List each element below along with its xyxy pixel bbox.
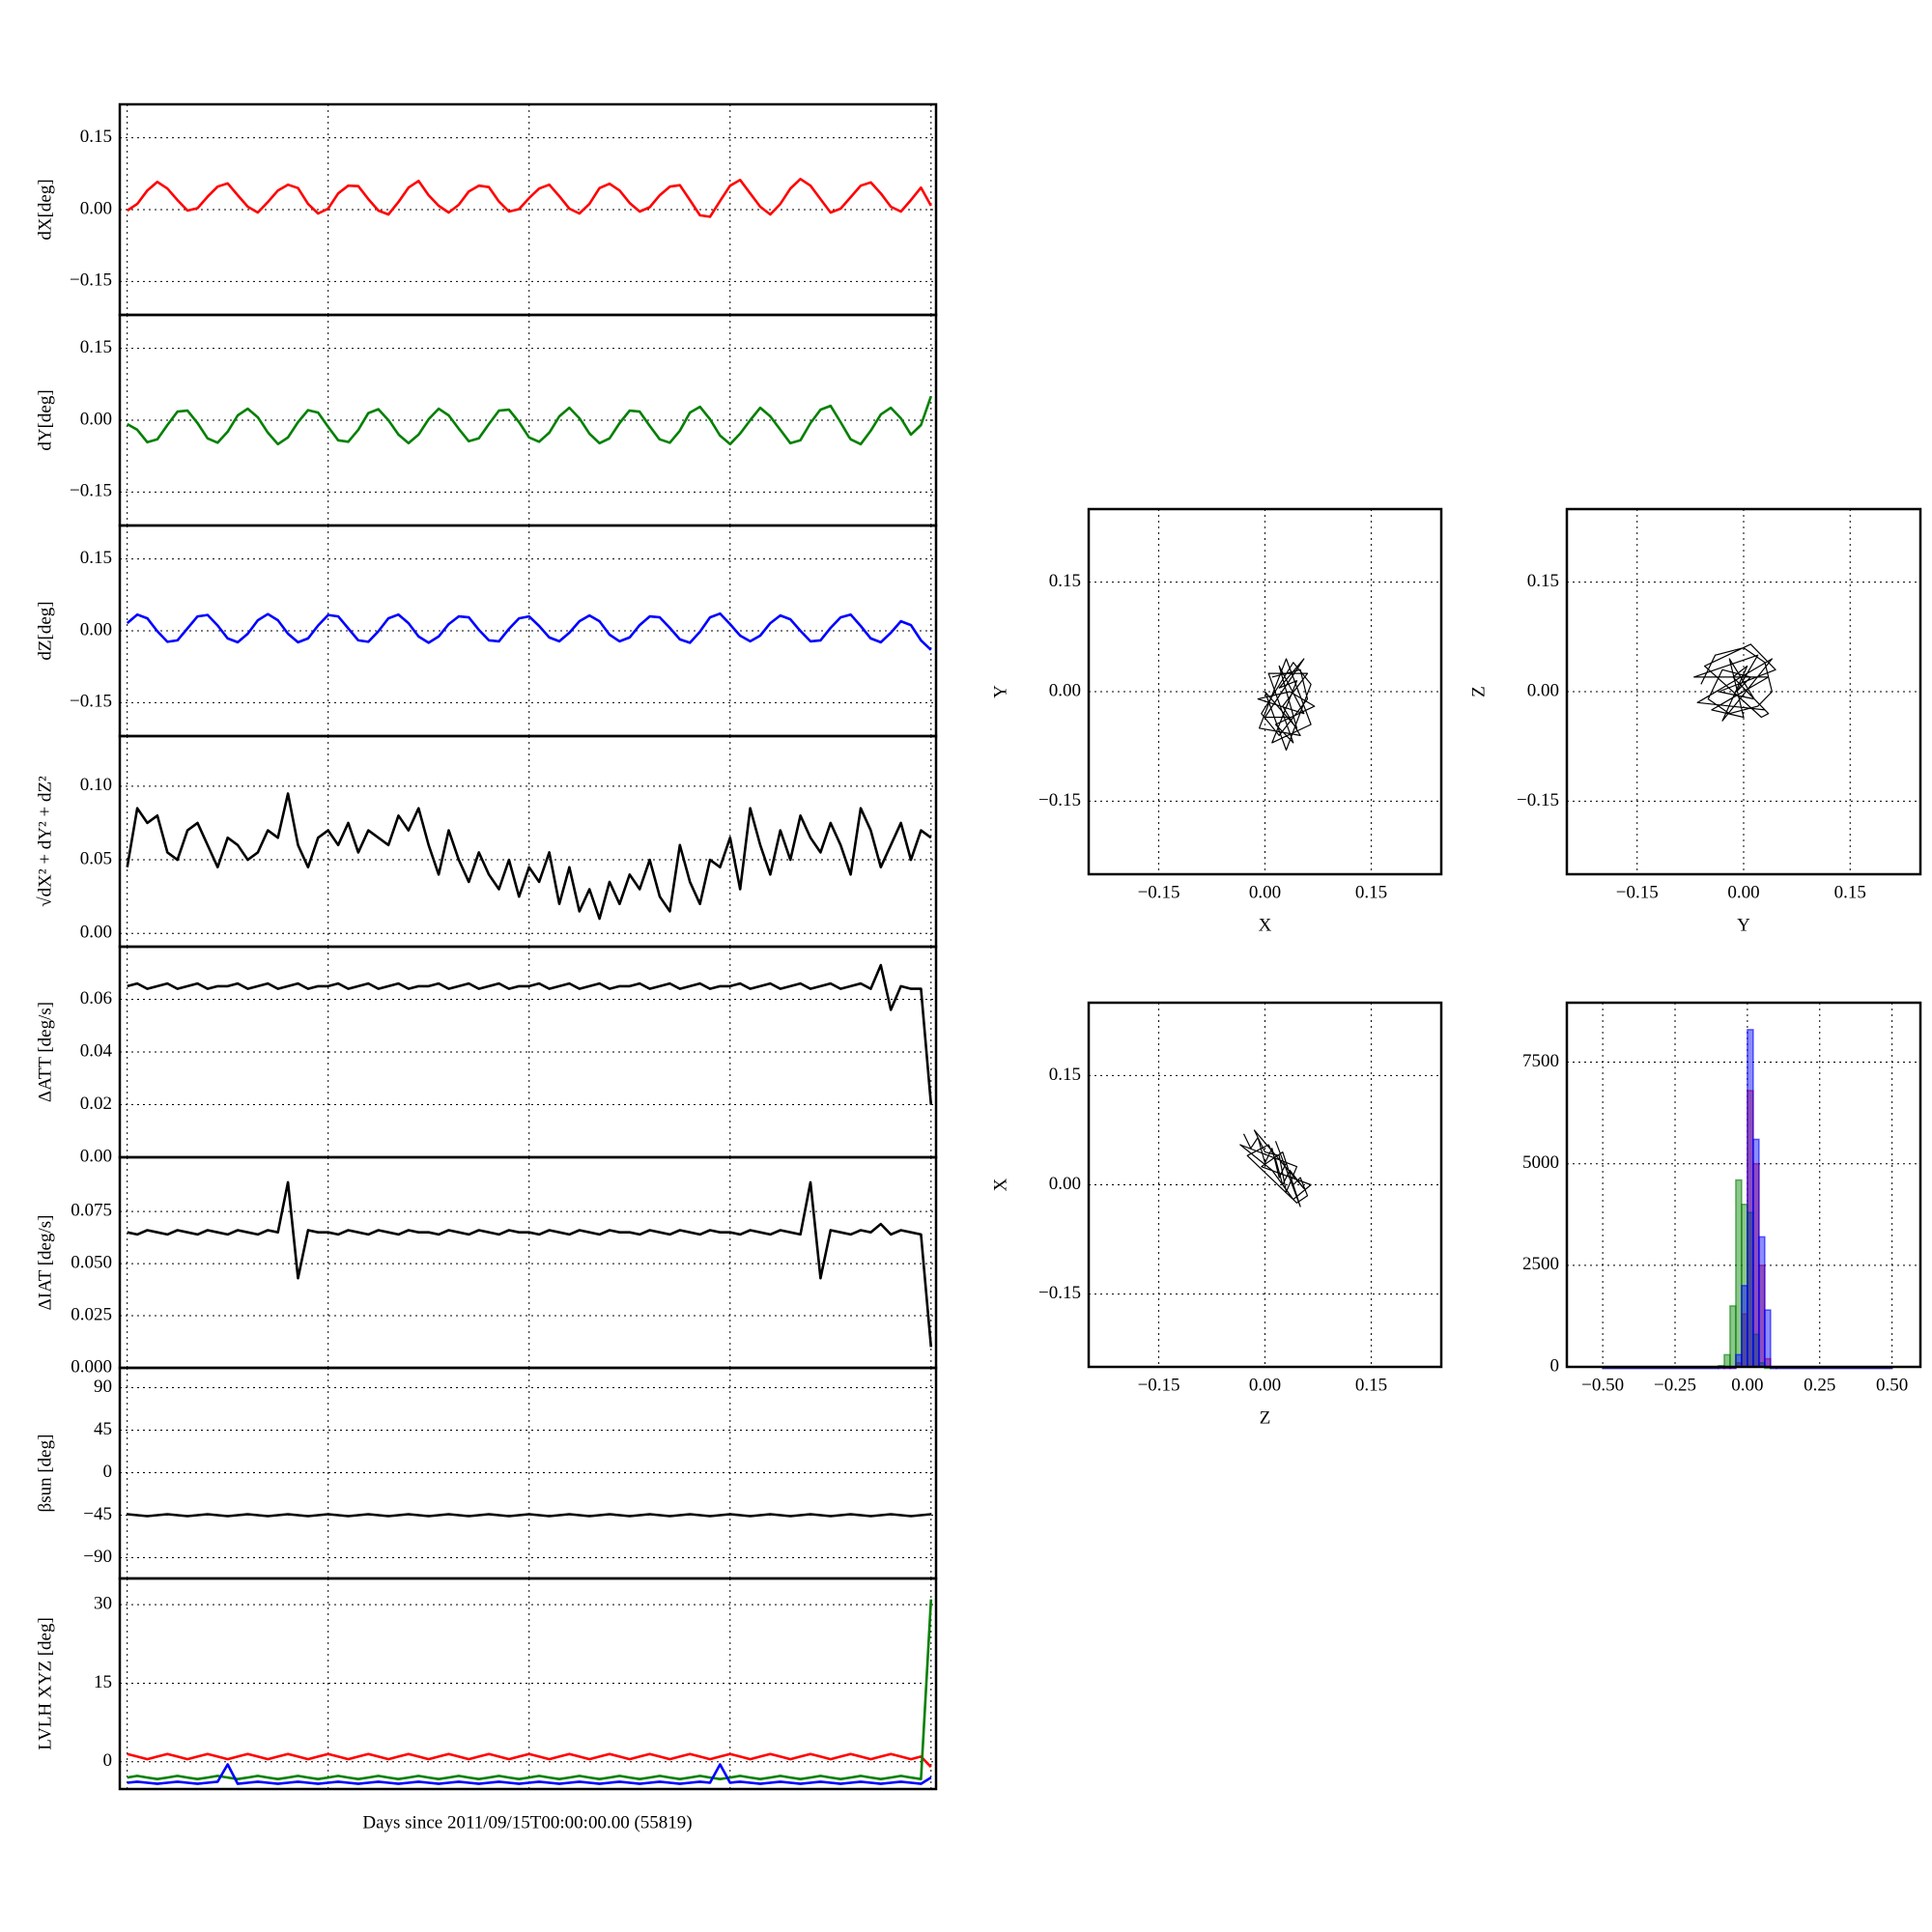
y-axis-label: ΔATT [deg/s] [35, 1002, 55, 1102]
series-line [127, 1752, 932, 1769]
x-tick-label: 0.15 [1355, 882, 1387, 902]
y-tick-label: 0.00 [80, 619, 112, 639]
y-tick-label: 15 [94, 1672, 112, 1692]
x-tick-label: −0.15 [1138, 882, 1180, 902]
series-line [127, 963, 933, 1105]
series-line [127, 1180, 933, 1348]
y-tick-label: 0.15 [1049, 1065, 1081, 1085]
x-tick-label: −0.25 [1654, 1375, 1696, 1395]
y-tick-label: 0.15 [1049, 571, 1081, 591]
y-tick-label: −0.15 [1038, 1283, 1081, 1303]
y-tick-label: 0.025 [71, 1304, 112, 1324]
x-tick-label: 0.15 [1355, 1375, 1387, 1395]
y-tick-label: −0.15 [70, 270, 112, 291]
series-line [127, 1763, 932, 1785]
y-tick-label: 0.05 [80, 848, 112, 868]
histogram-bar [1729, 1305, 1737, 1368]
y-axis-label: dX[deg] [35, 179, 55, 240]
y-tick-label: 0.10 [80, 775, 112, 795]
y-tick-label: 0.06 [80, 988, 112, 1009]
histogram-bar [1752, 1138, 1760, 1368]
panel-frame [1087, 1001, 1443, 1369]
series-line [126, 178, 932, 218]
histogram-bar [1735, 1353, 1743, 1368]
y-axis-label: dZ[deg] [35, 601, 55, 660]
x-tick-label: 0.25 [1804, 1375, 1835, 1395]
y-tick-label: 2500 [1522, 1254, 1559, 1274]
x-tick-label: −0.50 [1581, 1375, 1624, 1395]
panel-frame [1565, 1001, 1922, 1369]
y-axis-label: Y [990, 685, 1010, 698]
y-tick-label: 0.00 [1049, 1174, 1081, 1194]
y-tick-label: 90 [94, 1377, 112, 1397]
y-tick-label: 0.04 [80, 1040, 113, 1061]
panel-frame [1087, 507, 1443, 876]
y-tick-label: 0.00 [80, 923, 112, 943]
y-tick-label: 0.00 [1527, 680, 1559, 700]
x-axis-label: Y [1737, 915, 1750, 935]
y-tick-label: −0.15 [70, 692, 112, 712]
y-tick-label: −45 [83, 1504, 112, 1524]
x-tick-label: 0.50 [1876, 1375, 1908, 1395]
y-tick-label: 0.00 [80, 1146, 112, 1166]
y-axis-label: βsun [deg] [35, 1435, 55, 1513]
y-axis-label: √dX² + dY² + dZ² [35, 776, 55, 907]
y-tick-label: 30 [94, 1593, 112, 1613]
y-tick-label: −0.15 [70, 481, 112, 501]
y-tick-label: 0.00 [1049, 680, 1081, 700]
series-line [127, 1513, 931, 1518]
y-tick-label: 0 [1550, 1355, 1560, 1376]
panel-frame [118, 1577, 938, 1791]
x-tick-label: −0.15 [1138, 1375, 1180, 1395]
series-line [127, 1599, 933, 1780]
y-tick-label: 7500 [1522, 1051, 1559, 1071]
y-tick-label: 0.15 [80, 127, 112, 147]
y-axis-label: ΔIAT [deg/s] [35, 1215, 55, 1311]
histogram-bar [1723, 1353, 1731, 1368]
y-tick-label: 0.15 [1527, 571, 1559, 591]
x-axis-label: X [1259, 915, 1272, 935]
series-line [126, 611, 932, 651]
y-tick-label: 0.02 [80, 1094, 112, 1114]
histogram-bar [1747, 1029, 1754, 1368]
trajectory-line [1693, 643, 1776, 722]
x-axis-label: Z [1260, 1407, 1271, 1428]
histogram-bar [1735, 1179, 1743, 1368]
y-axis-label: dY[deg] [35, 389, 55, 450]
y-tick-label: 0.15 [80, 337, 112, 357]
y-tick-label: −90 [83, 1547, 112, 1567]
trajectory-line [1257, 658, 1316, 752]
panel-frame [1565, 507, 1922, 876]
y-tick-label: 5000 [1522, 1152, 1559, 1173]
x-tick-label: 0.00 [1731, 1375, 1763, 1395]
y-tick-label: 0.050 [71, 1252, 112, 1272]
y-tick-label: 0 [103, 1462, 113, 1482]
x-tick-label: −0.15 [1616, 882, 1659, 902]
series-line [126, 792, 932, 921]
x-axis-label: Days since 2011/09/15T00:00:00.00 (55819… [362, 1812, 692, 1833]
panel-frame [118, 1155, 938, 1370]
y-axis-label: X [990, 1178, 1010, 1191]
trajectory-line [1239, 1129, 1312, 1208]
y-tick-label: 0 [103, 1750, 113, 1771]
x-tick-label: 0.00 [1249, 882, 1281, 902]
series-line [127, 395, 933, 446]
y-tick-label: 0.00 [80, 198, 112, 218]
y-tick-label: 0.000 [71, 1356, 112, 1377]
y-tick-label: −0.15 [1038, 790, 1081, 810]
y-tick-label: 45 [94, 1419, 112, 1439]
y-tick-label: −0.15 [1517, 790, 1559, 810]
y-axis-label: Z [1468, 686, 1489, 697]
x-tick-label: 0.00 [1249, 1375, 1281, 1395]
histogram-bar [1764, 1309, 1772, 1368]
histogram-bar [1758, 1236, 1766, 1368]
y-tick-label: 0.15 [80, 548, 112, 568]
x-tick-label: 0.15 [1834, 882, 1866, 902]
histogram-bar [1741, 1285, 1748, 1368]
y-tick-label: 0.00 [80, 409, 112, 429]
y-tick-label: 0.075 [71, 1200, 112, 1220]
x-tick-label: 0.00 [1727, 882, 1759, 902]
y-axis-label: LVLH XYZ [deg] [35, 1617, 55, 1750]
